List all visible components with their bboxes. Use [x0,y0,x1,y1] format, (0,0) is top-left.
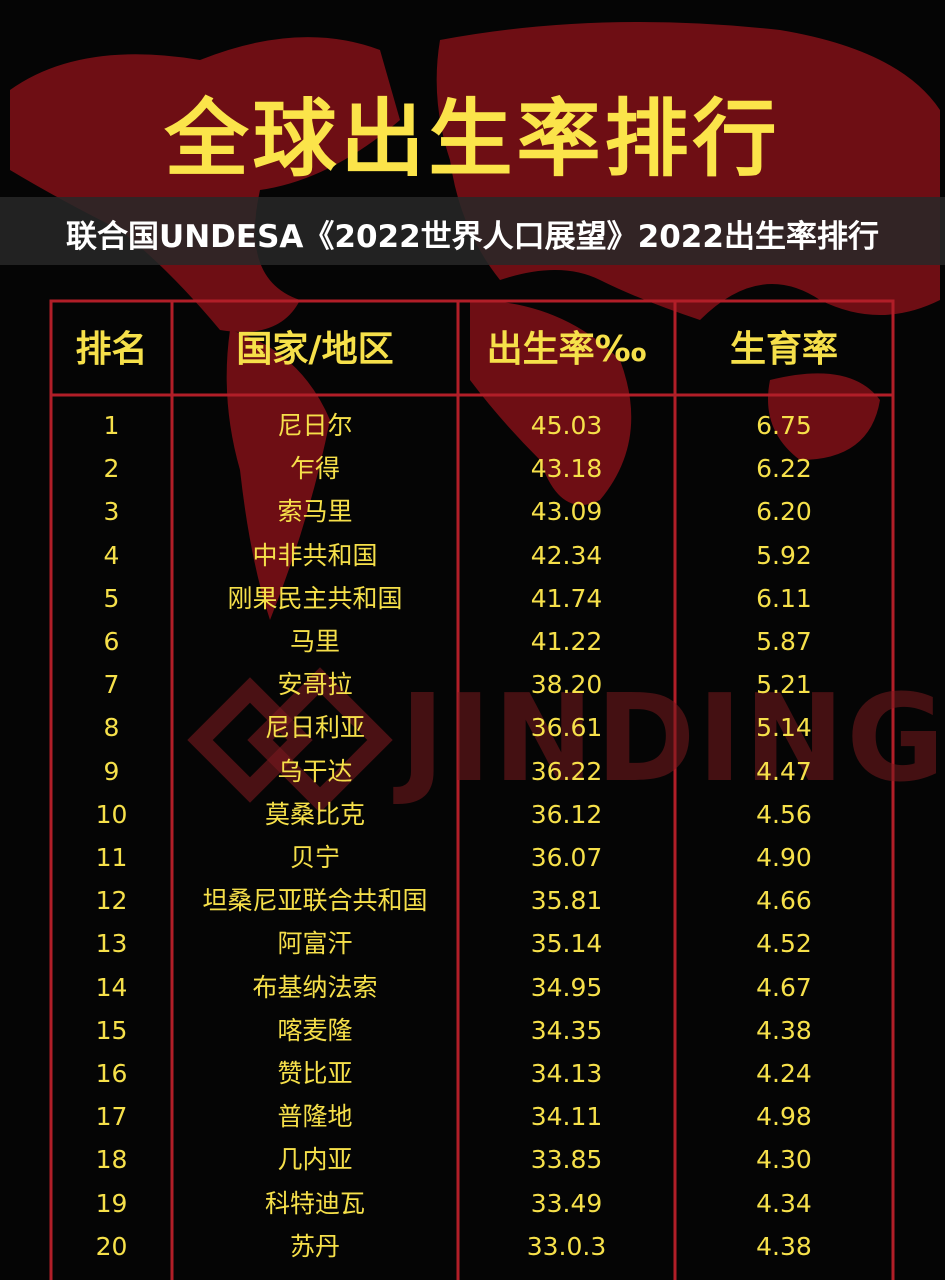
table-cell: 喀麦隆 [277,1015,353,1045]
table-cell: 4.52 [756,929,812,959]
watermark: JINDING [400,670,945,809]
table-cell: 14 [95,972,128,1002]
table-cell: 坦桑尼亚联合共和国 [202,886,428,916]
table-cell: 42.34 [530,540,603,570]
table-cell: 尼日利亚 [264,713,365,743]
table-cell: 4 [103,540,120,570]
table-cell: 8 [103,713,120,743]
table-cell: 36.07 [530,843,603,872]
table-cell: 5.92 [756,540,812,570]
table-cell: 35.81 [530,886,603,916]
table-cell: 15 [95,1015,128,1045]
table-cell: 4.56 [756,799,812,829]
table-cell: 贝宁 [289,843,340,872]
table-cell: 33.49 [530,1188,603,1218]
table-cell: 34.95 [530,972,603,1002]
table-cell: 4.38 [756,1231,812,1261]
table-cell: 36.22 [530,756,603,786]
table-cell: 阿富汗 [277,929,353,959]
table-cell: 安哥拉 [277,670,353,700]
table-cell: 34.13 [530,1059,603,1088]
table-cell: 43.09 [530,497,603,527]
table-cell: 4.30 [756,1145,812,1175]
table-cell: 9 [103,756,120,786]
table-cell: 1 [103,411,120,440]
table-cell: 5.21 [756,670,812,700]
subtitle-bar [0,197,945,265]
table-cell: 苏丹 [289,1231,340,1261]
table-cell: 3 [103,497,120,527]
table-cell: 36.61 [530,713,603,743]
table-cell: 5 [103,583,120,613]
table-cell: 38.20 [530,670,603,700]
table-cell: 17 [95,1102,128,1132]
table-cell: 莫桑比克 [264,799,365,829]
table-cell: 16 [95,1059,128,1088]
table-cell: 6.11 [756,583,812,613]
table-cell: 10 [95,799,128,829]
column-header: 排名 [75,329,148,370]
table-cell: 19 [95,1188,128,1218]
table-cell: 索马里 [277,497,353,527]
column-header: 国家/地区 [236,329,394,370]
table-cell: 45.03 [530,411,603,440]
table-cell: 33.0.3 [526,1231,607,1261]
table-cell: 赞比亚 [277,1059,353,1088]
table-cell: 普隆地 [277,1102,353,1132]
table-cell: 5.87 [756,627,812,656]
table-cell: 2 [103,454,120,484]
table-cell: 11 [95,843,128,872]
table-cell: 4.98 [756,1102,812,1132]
table-cell: 43.18 [530,454,603,484]
table-cell: 13 [95,929,128,959]
table-cell: 科特迪瓦 [264,1188,365,1218]
table-cell: 4.47 [756,756,812,786]
table-cell: 41.74 [530,583,603,613]
column-header: 生育率 [729,329,838,370]
table-cell: 马里 [289,627,340,656]
table-cell: 乌干达 [277,756,353,786]
table-cell: 6 [103,627,120,656]
table-cell: 4.38 [756,1015,812,1045]
table-cell: 7 [103,670,120,700]
table-cell: 20 [95,1231,128,1261]
column-header: 出生率‰ [486,329,647,370]
table-cell: 中非共和国 [252,540,378,570]
title: 全球出生率排行 [164,90,781,188]
subtitle: 联合国UNDESA《2022世界人口展望》2022出生率排行 [66,219,879,255]
table-cell: 12 [95,886,128,916]
table-cell: 4.90 [756,843,812,872]
table-cell: 5.14 [756,713,812,743]
table-cell: 尼日尔 [277,411,353,440]
table-cell: 6.22 [756,454,812,484]
table-cell: 乍得 [289,454,340,484]
table-cell: 4.67 [756,972,812,1002]
table-cell: 34.35 [530,1015,603,1045]
table-cell: 18 [95,1145,128,1175]
table-cell: 刚果民主共和国 [227,583,403,613]
table-cell: 4.24 [756,1059,812,1088]
table-cell: 布基纳法索 [252,972,378,1002]
table-cell: 4.66 [756,886,812,916]
table-cell: 34.11 [530,1102,603,1132]
table-cell: 6.20 [756,497,812,527]
table-cell: 几内亚 [277,1145,353,1175]
table-cell: 6.75 [756,411,812,440]
table-cell: 36.12 [530,799,603,829]
table-cell: 41.22 [530,627,603,656]
table-cell: 35.14 [530,929,603,959]
table-cell: 33.85 [530,1145,603,1175]
table-cell: 4.34 [756,1188,812,1218]
